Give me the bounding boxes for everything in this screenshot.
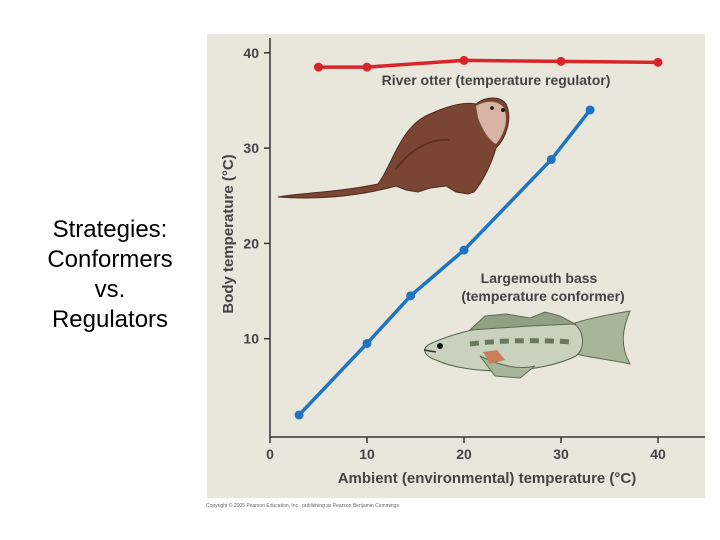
- conformer-series-label: Largemouth bass: [481, 270, 598, 286]
- x-tick-label: 20: [456, 446, 472, 462]
- title-line: Regulators: [51, 306, 169, 333]
- x-axis-title: Ambient (environmental) temperature (°C): [338, 470, 637, 487]
- otter-illustration: [277, 97, 510, 199]
- axes: [269, 38, 705, 438]
- y-tick-label: 20: [243, 235, 259, 251]
- credit-line: Copyright © 2005 Pearson Education, Inc.…: [206, 503, 399, 509]
- bass-illustration: [423, 310, 631, 379]
- regulator-data-point: [314, 62, 323, 72]
- ticks: 0 10 20 30 40 10 20 30 40: [243, 45, 666, 462]
- conformer-data-point: [546, 155, 556, 165]
- regulator-data-point: [362, 62, 372, 72]
- conformer-data-point: [585, 105, 595, 115]
- y-tick-label: 40: [243, 45, 259, 61]
- conformer-data-point: [362, 338, 372, 348]
- regulator-data-point: [556, 56, 566, 66]
- conformer-data-point: [406, 291, 416, 301]
- regulator-series-label: River otter (temperature regulator): [382, 72, 611, 88]
- y-tick-label: 30: [243, 140, 259, 156]
- conformer-series-label: (temperature conformer): [461, 288, 624, 304]
- y-tick-label: 10: [243, 331, 259, 347]
- regulator-data-point: [459, 55, 469, 65]
- x-tick-label: 0: [266, 446, 274, 462]
- conformer-series-line: [297, 108, 592, 417]
- x-tick-label: 10: [359, 446, 375, 462]
- series-layer: [294, 55, 663, 420]
- conformer-data-point: [459, 245, 469, 255]
- x-tick-label: 40: [650, 446, 666, 462]
- y-axis-title: Body temperature (°C): [220, 154, 237, 313]
- title-line: vs.: [94, 276, 126, 303]
- title-line: Strategies:: [52, 216, 168, 243]
- x-tick-label: 30: [553, 446, 569, 462]
- slide-title: Strategies: Conformers vs. Regulators: [20, 215, 200, 335]
- title-line: Conformers: [47, 246, 173, 273]
- conformer-data-point: [294, 410, 304, 420]
- regulator-data-point: [653, 57, 663, 67]
